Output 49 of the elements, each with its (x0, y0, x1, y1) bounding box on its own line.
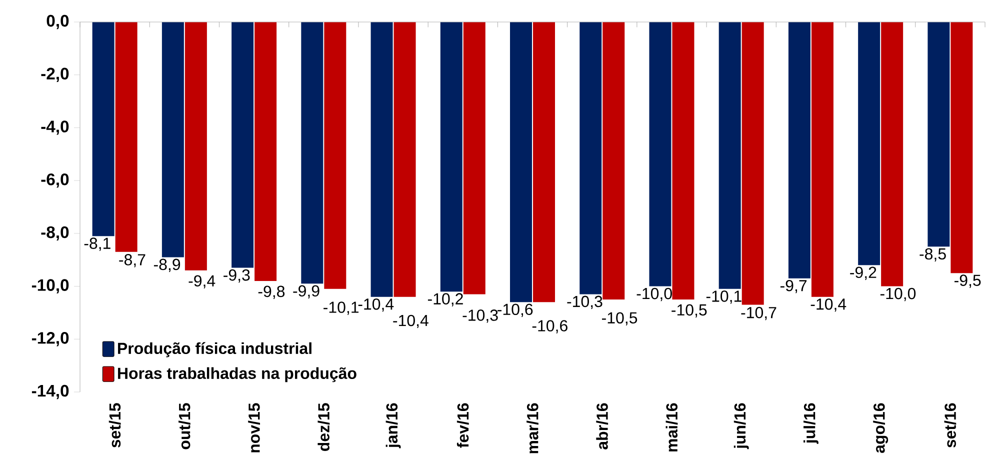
data-label: -10,0 (636, 288, 672, 302)
data-label: -9,8 (258, 286, 285, 299)
legend-label: Produção física industrial (118, 342, 312, 358)
data-label: -10,4 (393, 314, 428, 328)
x-tick-label: mar/16 (526, 403, 538, 454)
data-label: -10,2 (428, 293, 463, 306)
x-tick-label: mai/16 (666, 403, 678, 452)
data-label: -8,1 (84, 238, 110, 251)
x-tick-label: jun/16 (734, 403, 749, 450)
y-tick-label: -4,0 (41, 120, 69, 135)
data-label: -10,3 (462, 310, 498, 323)
data-label: -10,6 (498, 304, 533, 317)
data-label: -9,4 (188, 275, 216, 288)
x-tick-label: set/16 (944, 403, 956, 448)
data-label: -8,9 (154, 258, 180, 272)
data-label: -10,6 (532, 320, 568, 334)
data-label: -10,0 (880, 288, 916, 302)
data-label: -8,5 (920, 248, 946, 262)
data-label: -9,7 (780, 280, 807, 294)
legend-label: Horas trabalhadas na produção (118, 367, 356, 382)
x-tick-label: dez/15 (318, 403, 330, 451)
x-tick-label: jul/16 (804, 403, 818, 444)
data-label: -10,4 (810, 298, 846, 312)
data-label: -10,1 (324, 302, 359, 315)
y-tick-label: -10,0 (32, 279, 69, 294)
x-tick-label: abr/16 (596, 403, 608, 450)
data-label: -9,5 (954, 274, 981, 288)
x-tick-label: jan/16 (386, 403, 401, 448)
data-label: -10,7 (741, 306, 776, 320)
data-label: -10,5 (672, 304, 707, 318)
data-label: -9,3 (224, 269, 250, 283)
y-tick-label: -12,0 (32, 332, 69, 346)
x-tick-label: out/15 (178, 403, 190, 450)
y-tick-label: -6,0 (41, 173, 69, 188)
x-tick-label: ago/16 (873, 403, 888, 453)
y-tick-label: -8,0 (41, 226, 69, 241)
data-label: -8,7 (119, 254, 146, 268)
data-label: -10,5 (602, 312, 638, 326)
y-tick-label: 0,0 (46, 14, 69, 30)
x-tick-label: nov/15 (248, 403, 260, 452)
data-label: -10,1 (706, 290, 742, 304)
y-tick-label: -14,0 (32, 384, 69, 400)
data-label: -9,9 (293, 285, 320, 298)
x-tick-label: set/15 (108, 403, 121, 448)
data-label: -10,4 (358, 298, 394, 312)
data-label: -9,2 (850, 266, 876, 280)
x-tick-label: fev/16 (456, 403, 469, 448)
data-label: -10,3 (567, 296, 602, 310)
y-tick-label: -2,0 (41, 68, 69, 82)
